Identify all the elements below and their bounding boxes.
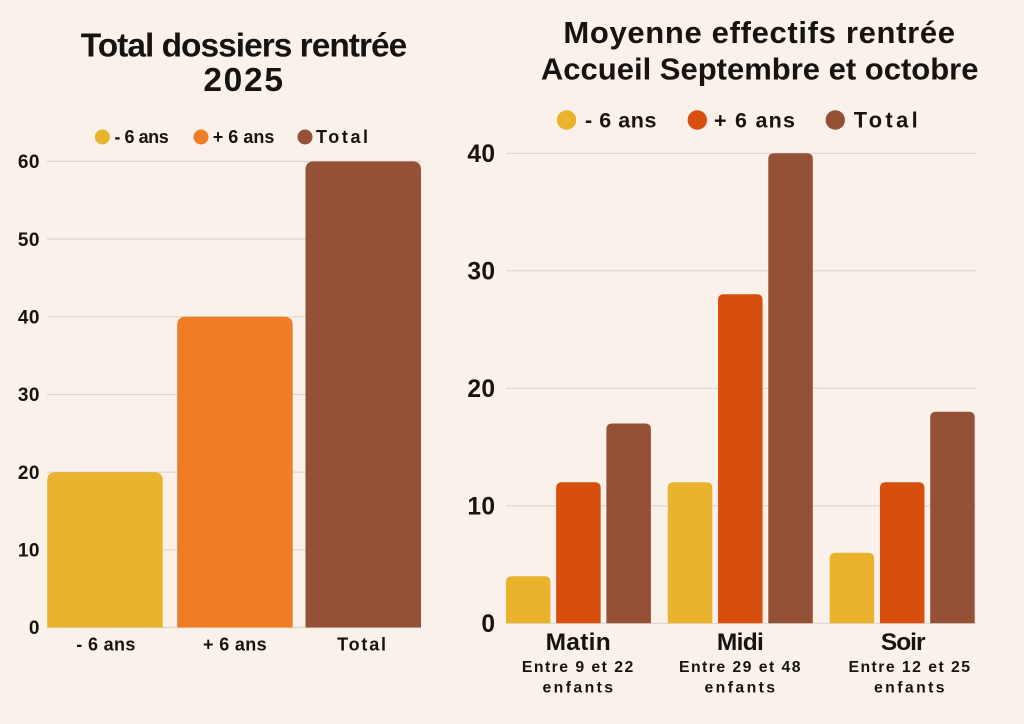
- svg-text:- 6 ans: - 6 ans: [585, 109, 657, 133]
- svg-text:Entre 29 et 48: Entre 29 et 48: [679, 659, 802, 676]
- svg-text:enfants: enfants: [543, 680, 616, 697]
- svg-text:30: 30: [467, 259, 495, 286]
- svg-text:10: 10: [18, 541, 40, 562]
- svg-text:Total dossiers rentrée: Total dossiers rentrée: [81, 28, 407, 65]
- svg-text:0: 0: [481, 611, 495, 638]
- svg-text:30: 30: [18, 385, 40, 406]
- svg-text:2025: 2025: [203, 62, 284, 99]
- svg-text:- 6 ans: - 6 ans: [76, 635, 135, 655]
- svg-text:50: 50: [18, 230, 40, 251]
- svg-text:- 6 ans: - 6 ans: [114, 127, 168, 147]
- svg-text:+ 6 ans: + 6 ans: [714, 109, 796, 133]
- svg-text:Total: Total: [316, 127, 371, 147]
- svg-text:Soir: Soir: [881, 629, 926, 656]
- svg-text:Total: Total: [854, 108, 921, 133]
- svg-text:20: 20: [467, 376, 495, 403]
- svg-text:Total: Total: [337, 635, 388, 655]
- svg-text:Entre 12 et 25: Entre 12 et 25: [848, 659, 971, 676]
- svg-text:Moyenne effectifs rentrée: Moyenne effectifs rentrée: [563, 15, 955, 50]
- svg-text:40: 40: [467, 141, 495, 168]
- svg-text:enfants: enfants: [705, 680, 778, 697]
- svg-text:+ 6 ans: + 6 ans: [213, 127, 275, 147]
- svg-text:60: 60: [18, 152, 40, 173]
- svg-text:Entre 9 et 22: Entre 9 et 22: [522, 659, 635, 676]
- svg-text:+ 6 ans: + 6 ans: [203, 635, 267, 655]
- svg-text:0: 0: [29, 618, 40, 639]
- svg-text:Accueil Septembre et octobre: Accueil Septembre et octobre: [541, 52, 979, 87]
- svg-text:enfants: enfants: [874, 680, 947, 697]
- svg-text:10: 10: [467, 494, 495, 521]
- svg-text:40: 40: [18, 308, 40, 329]
- svg-text:Matin: Matin: [546, 629, 611, 656]
- svg-text:Midi: Midi: [717, 629, 763, 656]
- svg-text:20: 20: [18, 463, 40, 484]
